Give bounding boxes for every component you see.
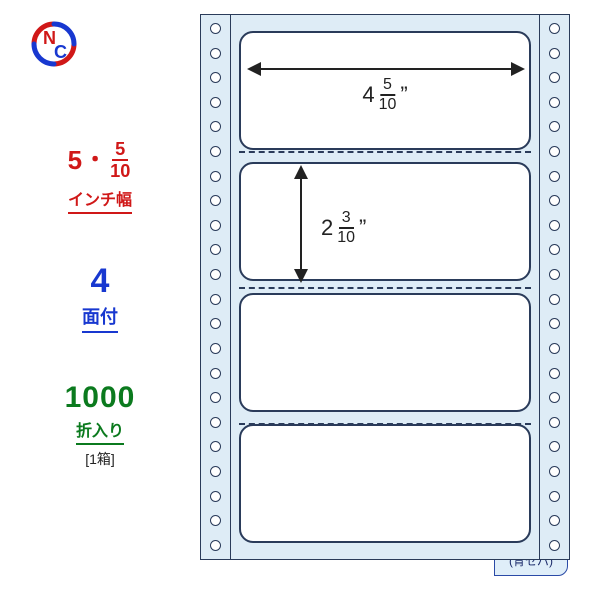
- width-den: 10: [110, 161, 130, 180]
- feed-hole: [210, 417, 221, 428]
- feed-hole: [549, 540, 560, 551]
- feed-hole: [549, 146, 560, 157]
- perforation: [239, 287, 531, 289]
- width-unit: インチ幅: [68, 186, 132, 214]
- dimw-num: 5: [380, 77, 395, 96]
- width-num: 5: [112, 140, 128, 161]
- dimh-whole: 2: [321, 215, 333, 241]
- sheets-value: 1000: [30, 381, 170, 415]
- label-cell: [239, 162, 531, 281]
- perforation: [239, 151, 531, 153]
- faces-block: 4 面付: [30, 262, 170, 333]
- feed-hole: [210, 23, 221, 34]
- feed-hole: [549, 72, 560, 83]
- sheets-unit: 折入り: [76, 417, 124, 445]
- width-value: 5 ・ 5 10: [68, 140, 133, 180]
- dimw-den: 10: [379, 96, 397, 113]
- sheet-diagram: 4 5 10 ” 2 3 10 ”: [200, 14, 570, 560]
- feed-hole: [549, 195, 560, 206]
- feed-hole: [210, 540, 221, 551]
- feed-hole: [210, 220, 221, 231]
- feed-hole: [210, 515, 221, 526]
- feed-hole: [549, 97, 560, 108]
- label-cell: [239, 293, 531, 412]
- feed-hole: [210, 244, 221, 255]
- sheets-sub: [1箱]: [30, 449, 170, 469]
- dimh-num: 3: [339, 210, 354, 229]
- feed-hole: [210, 195, 221, 206]
- feed-hole: [549, 294, 560, 305]
- feed-hole: [549, 121, 560, 132]
- feed-strip-right: [539, 15, 569, 559]
- dimh-suffix: ”: [359, 215, 366, 241]
- feed-hole: [549, 343, 560, 354]
- feed-hole: [210, 466, 221, 477]
- feed-hole: [210, 318, 221, 329]
- width-block: 5 ・ 5 10 インチ幅: [30, 140, 170, 214]
- feed-hole: [549, 171, 560, 182]
- height-arrow: [291, 165, 311, 283]
- feed-hole: [210, 146, 221, 157]
- logo: N C: [30, 20, 78, 68]
- feed-hole: [549, 244, 560, 255]
- feed-hole: [549, 368, 560, 379]
- width-fraction: 5 10: [110, 140, 130, 180]
- info-column: 5 ・ 5 10 インチ幅 4 面付 1000 折入り [1箱]: [30, 140, 170, 469]
- feed-hole: [549, 392, 560, 403]
- faces-unit: 面付: [82, 303, 118, 333]
- feed-hole: [210, 97, 221, 108]
- feed-hole: [549, 417, 560, 428]
- feed-hole: [210, 121, 221, 132]
- width-dot: ・: [84, 149, 106, 171]
- feed-hole: [210, 441, 221, 452]
- feed-hole: [210, 368, 221, 379]
- sheets-block: 1000 折入り [1箱]: [30, 381, 170, 469]
- feed-hole: [549, 48, 560, 59]
- feed-hole: [549, 220, 560, 231]
- width-whole: 5: [68, 147, 82, 173]
- feed-hole: [210, 392, 221, 403]
- dimh-frac: 3 10: [337, 210, 355, 246]
- logo-c: C: [54, 42, 67, 62]
- feed-hole: [210, 269, 221, 280]
- feed-hole: [210, 48, 221, 59]
- feed-hole: [549, 515, 560, 526]
- feed-strip-left: [201, 15, 231, 559]
- faces-value: 4: [30, 262, 170, 301]
- feed-hole: [210, 72, 221, 83]
- dimw-suffix: ”: [400, 82, 407, 108]
- feed-hole: [549, 441, 560, 452]
- feed-hole: [549, 318, 560, 329]
- feed-hole: [210, 294, 221, 305]
- dimw-whole: 4: [362, 82, 374, 108]
- feed-hole: [549, 269, 560, 280]
- perforation: [239, 423, 531, 425]
- feed-hole: [549, 491, 560, 502]
- feed-hole: [549, 23, 560, 34]
- label-cell: [239, 424, 531, 543]
- dimh-den: 10: [337, 229, 355, 246]
- height-dimension: 2 3 10 ”: [321, 210, 366, 246]
- feed-hole: [210, 343, 221, 354]
- feed-hole: [549, 466, 560, 477]
- dimw-frac: 5 10: [379, 77, 397, 113]
- width-dimension: 4 5 10 ”: [362, 77, 407, 113]
- feed-hole: [210, 491, 221, 502]
- feed-hole: [210, 171, 221, 182]
